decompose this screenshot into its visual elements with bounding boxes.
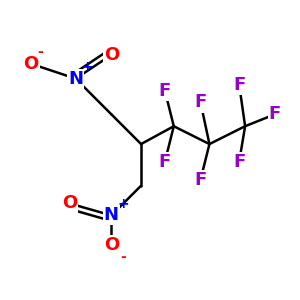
Text: -: - [120,250,126,264]
Text: O: O [104,46,119,64]
Text: F: F [194,171,207,189]
Text: F: F [269,105,281,123]
Text: O: O [104,236,119,254]
Text: -: - [37,45,43,59]
Text: F: F [194,93,207,111]
Text: F: F [159,153,171,171]
Text: F: F [233,153,245,171]
Text: N: N [104,206,119,224]
Text: +: + [82,60,93,74]
Text: O: O [62,194,77,212]
Text: F: F [233,76,245,94]
Text: F: F [159,82,171,100]
Text: N: N [68,70,83,88]
Text: O: O [23,55,39,73]
Text: +: + [117,196,129,211]
